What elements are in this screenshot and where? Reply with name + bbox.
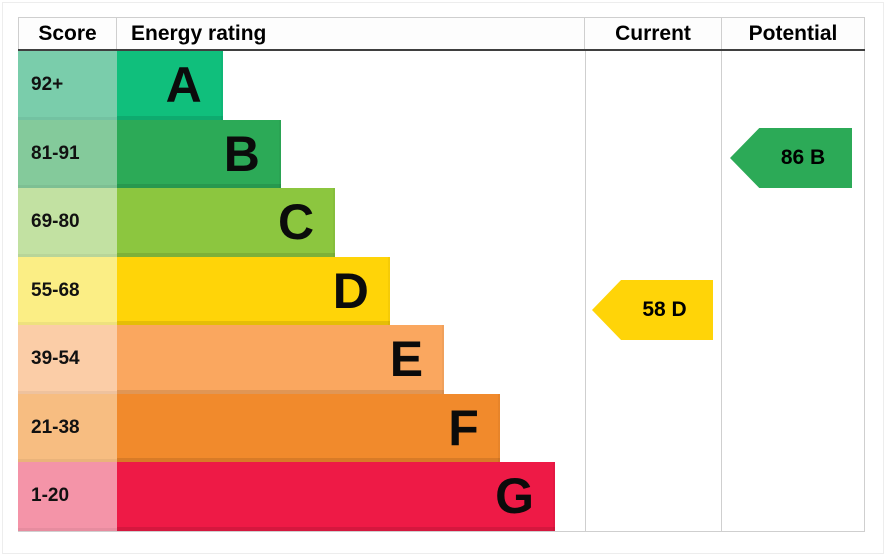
rating-column: A <box>117 51 585 120</box>
score-cell: 81-91 <box>18 119 117 188</box>
current-column-cell <box>585 188 722 257</box>
header-potential: Potential <box>722 18 865 49</box>
rating-bar: F <box>117 393 500 462</box>
current-column-cell <box>585 462 722 531</box>
potential-column-cell <box>722 462 865 531</box>
rating-column: F <box>117 393 585 462</box>
rating-column: G <box>117 462 585 531</box>
current-column-cell <box>585 51 722 120</box>
chart-header-row: Score Energy rating Current Potential <box>18 17 865 51</box>
score-cell: 92+ <box>18 51 117 120</box>
potential-column-cell <box>722 51 865 120</box>
rating-column: D <box>117 256 585 325</box>
potential-rating-arrow: 86 B <box>730 128 852 188</box>
band-row-e: 39-54 E <box>18 325 865 394</box>
header-current: Current <box>585 18 722 49</box>
score-cell: 55-68 <box>18 256 117 325</box>
current-rating-arrow: 58 D <box>592 280 713 340</box>
potential-column-cell <box>722 256 865 325</box>
band-rows: 92+ A 81-91 B 69-80 C 55-68 <box>18 51 865 532</box>
potential-rating-label: 86 B <box>780 146 826 169</box>
header-score: Score <box>18 18 117 49</box>
epc-rating-chart: Score Energy rating Current Potential 92… <box>18 17 865 532</box>
potential-column-cell <box>722 188 865 257</box>
current-rating-label: 58 D <box>642 298 687 321</box>
score-cell: 39-54 <box>18 325 117 394</box>
score-cell: 21-38 <box>18 393 117 462</box>
score-cell: 1-20 <box>18 462 117 531</box>
rating-bar: G <box>117 462 556 531</box>
band-row-g: 1-20 G <box>18 462 865 531</box>
current-column-cell <box>585 119 722 188</box>
rating-bar: E <box>117 325 445 394</box>
rating-bar: B <box>117 119 281 188</box>
score-cell: 69-80 <box>18 188 117 257</box>
band-row-f: 21-38 F <box>18 393 865 462</box>
band-row-d: 55-68 D <box>18 256 865 325</box>
band-row-a: 92+ A <box>18 51 865 120</box>
potential-column-cell <box>722 325 865 394</box>
rating-bar: D <box>117 256 390 325</box>
rating-column: B <box>117 119 585 188</box>
rating-column: E <box>117 325 585 394</box>
current-column-cell <box>585 393 722 462</box>
rating-bar: C <box>117 188 336 257</box>
rating-bar: A <box>117 51 223 120</box>
potential-column-cell <box>722 393 865 462</box>
rating-column: C <box>117 188 585 257</box>
band-row-c: 69-80 C <box>18 188 865 257</box>
header-energy-rating: Energy rating <box>117 18 585 49</box>
